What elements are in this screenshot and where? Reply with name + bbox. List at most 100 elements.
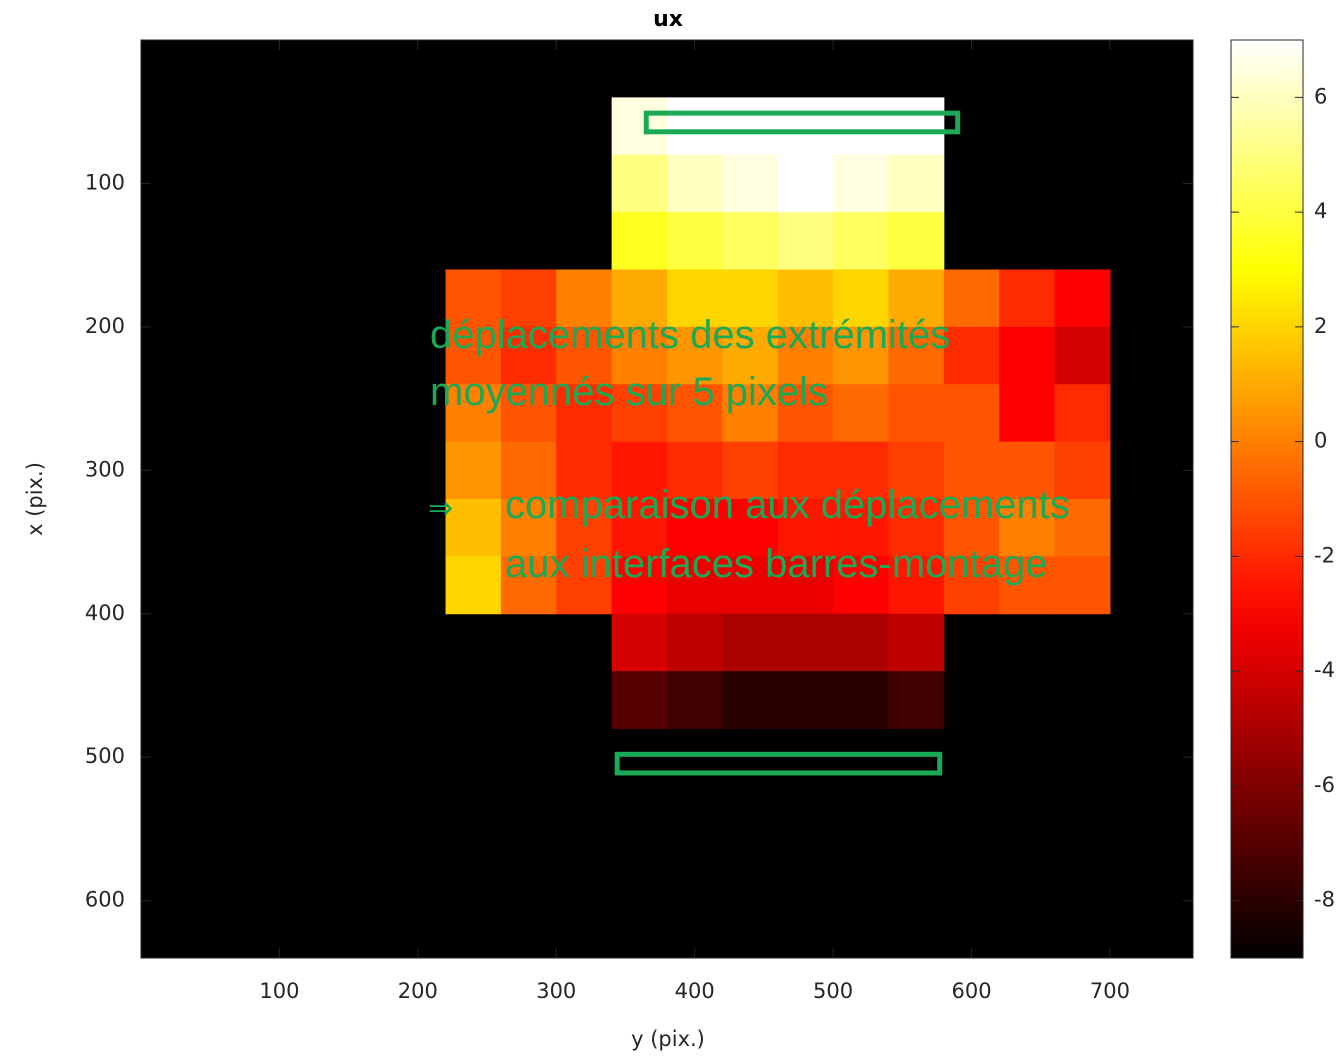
heatmap-cell — [999, 556, 1056, 615]
heatmap-cell — [445, 441, 502, 500]
y-tick-label: 300 — [85, 457, 125, 481]
annotation: comparaison aux déplacements — [505, 483, 1070, 527]
heatmap-cell — [722, 499, 779, 557]
y-tick-label: 400 — [85, 601, 125, 625]
colorbar-tick-label: 4 — [1314, 199, 1327, 223]
heatmap-cell — [888, 97, 945, 156]
heatmap-cell — [667, 97, 723, 156]
x-tick-label: 200 — [398, 979, 438, 1003]
heatmap-cell — [445, 269, 502, 328]
heatmap-cell — [667, 384, 723, 443]
heatmap-cell — [833, 556, 889, 615]
heatmap-cell — [777, 269, 834, 328]
heatmap-cell — [722, 154, 779, 213]
heatmap-cell — [888, 671, 945, 729]
y-tick-label: 100 — [85, 170, 125, 194]
colorbar-tick-label: -2 — [1314, 543, 1335, 567]
x-tick-label: 600 — [951, 979, 991, 1003]
heatmap-cell — [722, 613, 779, 672]
x-tick-label: 400 — [675, 979, 715, 1003]
heatmap-cell — [611, 154, 668, 213]
heatmap-cell — [1054, 441, 1111, 500]
x-tick-label: 500 — [813, 979, 853, 1003]
heatmap-cell — [667, 212, 723, 270]
heatmap-cell — [777, 97, 834, 156]
heatmap-cell — [500, 499, 557, 557]
heatmap-cell — [722, 269, 779, 328]
heatmap-cell — [722, 212, 779, 270]
heatmap-cell — [611, 212, 668, 270]
heatmap-cell — [667, 671, 723, 729]
heatmap-cell — [611, 326, 668, 385]
heatmap-cell — [999, 269, 1056, 328]
heatmap-cell — [1054, 499, 1111, 557]
heatmap-cell — [888, 154, 945, 213]
heatmap-cell — [833, 499, 889, 557]
colorbar-tick-label: -8 — [1314, 888, 1335, 912]
heatmap-cell — [445, 556, 502, 615]
heatmap-cell — [888, 384, 945, 443]
heatmap-cell — [777, 556, 834, 615]
heatmap-cell — [833, 154, 889, 213]
x-axis-label: y (pix.) — [631, 1027, 705, 1051]
heatmap-cell — [888, 269, 945, 328]
heatmap-cell — [833, 441, 889, 500]
heatmap-cell — [833, 212, 889, 270]
region-box — [643, 110, 961, 135]
heatmap-cell — [556, 269, 613, 328]
heatmap-cell — [1054, 326, 1111, 385]
heatmap-cell — [611, 97, 668, 156]
heatmap-cell — [999, 499, 1056, 557]
heatmap-cell — [943, 269, 1000, 328]
heatmap-cell — [445, 499, 502, 557]
heatmap-cell — [833, 326, 889, 385]
heatmap-cell — [888, 441, 945, 500]
heatmap-cell — [500, 384, 557, 443]
heatmap-cell — [777, 384, 834, 443]
heatmap-cell — [556, 441, 613, 500]
heatmap-cell — [1054, 269, 1111, 328]
heatmap-cell — [777, 326, 834, 385]
x-tick-label: 100 — [259, 979, 299, 1003]
heatmap-cell — [722, 326, 779, 385]
heatmap-cell — [500, 556, 557, 615]
heatmap-cell — [888, 212, 945, 270]
heatmap-cell — [611, 269, 668, 328]
heatmap-cell — [888, 613, 945, 672]
heatmap-cell — [943, 384, 1000, 443]
y-tick-label: 500 — [85, 744, 125, 768]
heatmap-cell — [667, 441, 723, 500]
heatmap-cell — [667, 556, 723, 615]
heatmap-cell — [611, 384, 668, 443]
heatmap-cell — [611, 441, 668, 500]
heatmap-cell — [833, 613, 889, 672]
annotation: ⇒ — [428, 491, 453, 526]
heatmap-cell — [999, 384, 1056, 443]
heatmap-cell — [722, 556, 779, 615]
y-tick-label: 600 — [85, 888, 125, 912]
heatmap-cell — [833, 97, 889, 156]
heatmap-cell — [888, 556, 945, 615]
heatmap-cell — [500, 441, 557, 500]
heatmap-cell — [777, 154, 834, 213]
annotation: moyennés sur 5 pixels — [430, 370, 828, 414]
heatmap-cell — [445, 326, 502, 385]
heatmap-cell — [667, 499, 723, 557]
heatmap-cell — [833, 269, 889, 328]
heatmap-cell — [500, 326, 557, 385]
heatmap-cell — [777, 499, 834, 557]
heatmap-cell — [833, 671, 889, 729]
heatmap-cell — [611, 556, 668, 615]
heatmap-cell — [833, 384, 889, 443]
heatmap-cell — [943, 326, 1000, 385]
heatmap-cell — [999, 326, 1056, 385]
heatmap-cell — [722, 671, 779, 729]
heatmap-cell — [722, 441, 779, 500]
heatmap-cell — [611, 499, 668, 557]
colorbar-tick-label: 0 — [1314, 429, 1327, 453]
heatmap-cell — [556, 556, 613, 615]
heatmap-cell — [777, 671, 834, 729]
heatmap-cell — [667, 154, 723, 213]
heatmap-cell — [611, 613, 668, 672]
y-tick-label: 200 — [85, 314, 125, 338]
